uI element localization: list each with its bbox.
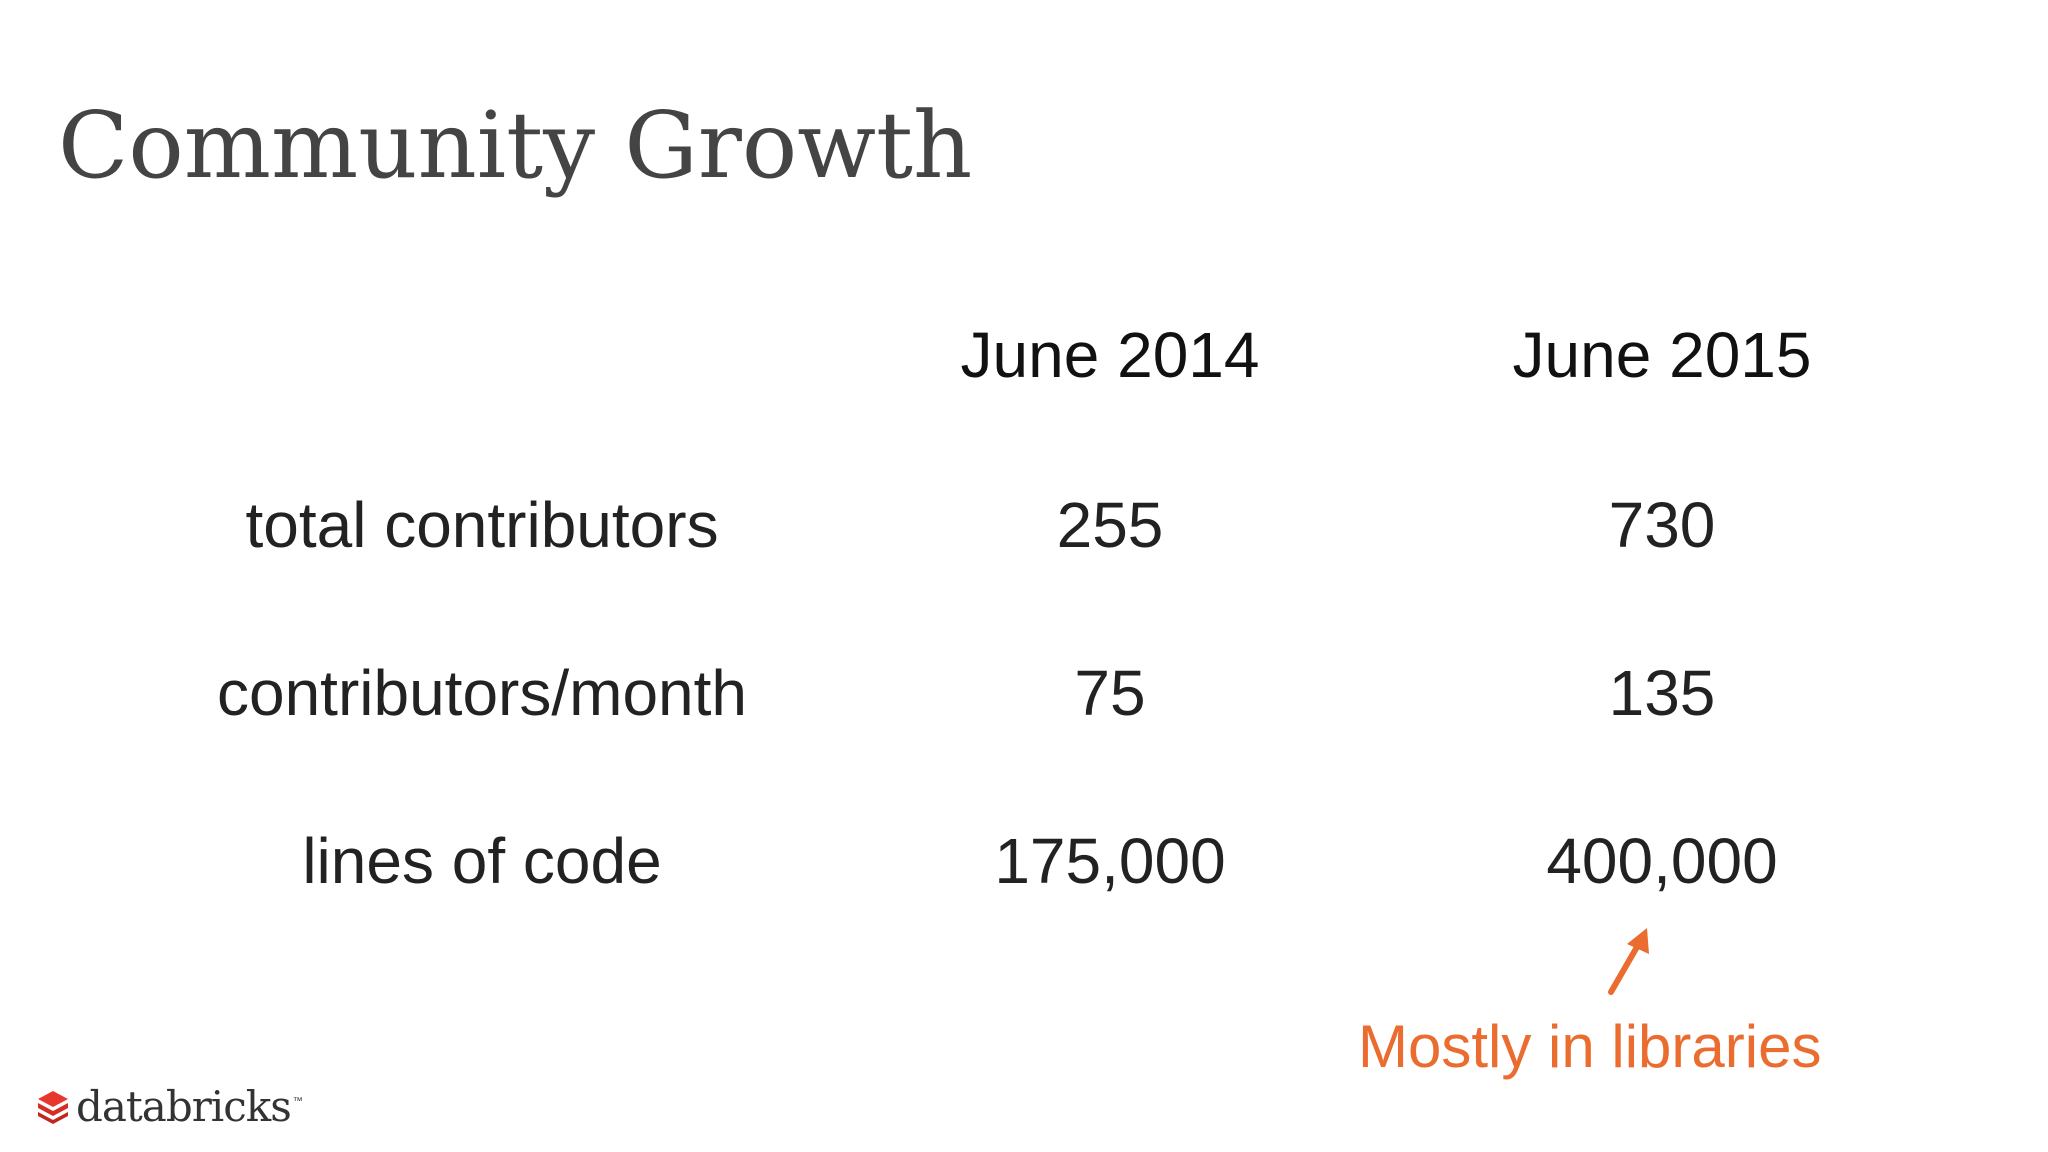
- cell-contributors-per-month-2015: 135: [1608, 657, 1716, 729]
- cell-lines-of-code-2015: 400,000: [1546, 825, 1778, 897]
- arrow-up-right-icon: [1608, 928, 1649, 995]
- databricks-logo: databricks ™: [36, 1082, 303, 1131]
- row-label-total-contributors: total contributors: [245, 489, 719, 561]
- cell-lines-of-code-2014: 175,000: [994, 825, 1226, 897]
- column-header-june-2014: June 2014: [960, 319, 1260, 391]
- cell-total-contributors-2014: 255: [1056, 489, 1164, 561]
- slide-title: Community Growth: [58, 92, 973, 199]
- databricks-logo-icon: [38, 1090, 68, 1124]
- annotation-text: Mostly in libraries: [1358, 1013, 1822, 1080]
- logo-trademark: ™: [292, 1096, 303, 1107]
- cell-contributors-per-month-2014: 75: [1074, 657, 1146, 729]
- column-header-june-2015: June 2015: [1512, 319, 1812, 391]
- logo-text: databricks: [76, 1082, 292, 1131]
- row-label-contributors-per-month: contributors/month: [216, 657, 748, 729]
- row-label-lines-of-code: lines of code: [302, 825, 662, 897]
- cell-total-contributors-2015: 730: [1608, 489, 1716, 561]
